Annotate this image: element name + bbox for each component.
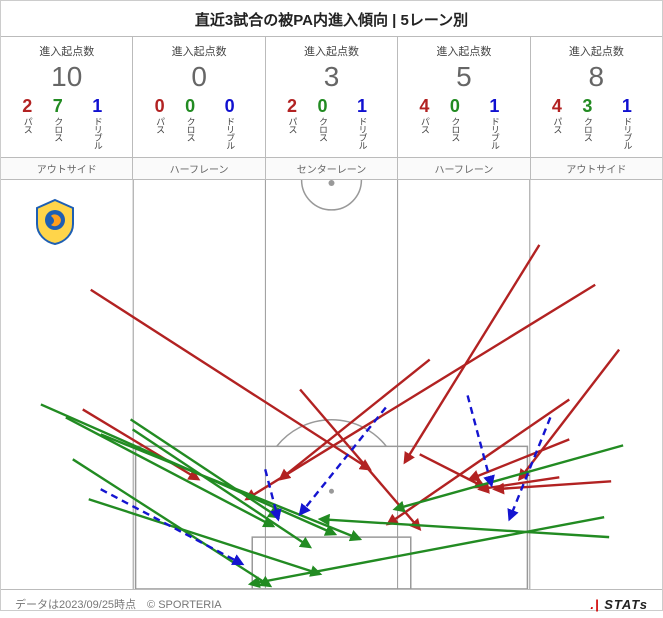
lane-total: 10 [1, 59, 132, 95]
pass-count: 2 [22, 97, 32, 115]
lane-total: 5 [398, 59, 529, 95]
lane-total: 3 [266, 59, 397, 95]
dribble-count: 1 [489, 97, 499, 115]
dribble-label: ドリブル [622, 117, 631, 149]
lane-label: アウトサイド [1, 158, 133, 179]
lane-caption: 進入起点数 [133, 43, 264, 59]
brand-dot: .| [590, 597, 599, 612]
cross-count: 0 [450, 97, 460, 115]
cross-label: クロス [450, 117, 459, 141]
lane-caption: 進入起点数 [531, 43, 662, 59]
pass-label: パス [288, 117, 297, 133]
dribble-count: 1 [622, 97, 632, 115]
pitch-area [1, 180, 662, 590]
pass-label: パス [552, 117, 561, 133]
dribble-label: ドリブル [358, 117, 367, 149]
lane-caption: 進入起点数 [1, 43, 132, 59]
lane-caption: 進入起点数 [398, 43, 529, 59]
lane-split: 2 パス 0 クロス 1 ドリブル [266, 97, 397, 149]
dribble-count: 0 [225, 97, 235, 115]
pass-count: 0 [155, 97, 165, 115]
lane-split: 2 パス 7 クロス 1 ドリブル [1, 97, 132, 149]
pass-count: 4 [419, 97, 429, 115]
brand-text: STATs [600, 597, 648, 612]
club-badge-icon [31, 198, 79, 246]
cross-count: 3 [582, 97, 592, 115]
lane-split: 4 パス 3 クロス 1 ドリブル [531, 97, 662, 149]
cross-label: クロス [53, 117, 62, 141]
chart-title: 直近3試合の被PA内進入傾向 | 5レーン別 [1, 1, 662, 36]
cross-count: 7 [53, 97, 63, 115]
pass-label: パス [420, 117, 429, 133]
figure-container: 直近3試合の被PA内進入傾向 | 5レーン別 進入起点数 10 2パス 7クロス… [0, 0, 663, 611]
figure-footer: データは2023/09/25時点 © SPORTERIA .| STATs [1, 590, 662, 618]
lane-split: 0 パス 0 クロス 0 ドリブル [133, 97, 264, 149]
pass-label: パス [23, 117, 32, 133]
lane-label: ハーフレーン [133, 158, 265, 179]
lane-total: 8 [531, 59, 662, 95]
dribble-label: ドリブル [93, 117, 102, 149]
cross-count: 0 [185, 97, 195, 115]
lane-labels-row: アウトサイド ハーフレーン センターレーン ハーフレーン アウトサイド [1, 157, 662, 180]
cross-count: 0 [318, 97, 328, 115]
lane-stat: 進入起点数 10 2 パス 7 クロス 1 ドリブル [1, 37, 133, 157]
pass-label: パス [155, 117, 164, 133]
lane-caption: 進入起点数 [266, 43, 397, 59]
lane-split: 4 パス 0 クロス 1 ドリブル [398, 97, 529, 149]
dribble-label: ドリブル [490, 117, 499, 149]
lane-stat: 進入起点数 8 4 パス 3 クロス 1 ドリブル [531, 37, 662, 157]
footer-credit: データは2023/09/25時点 © SPORTERIA [15, 596, 222, 612]
lane-stat: 進入起点数 5 4 パス 0 クロス 1 ドリブル [398, 37, 530, 157]
dribble-label: ドリブル [225, 117, 234, 149]
pitch-svg [1, 180, 662, 589]
pass-count: 4 [552, 97, 562, 115]
lane-label: ハーフレーン [398, 158, 530, 179]
lane-stat: 進入起点数 0 0 パス 0 クロス 0 ドリブル [133, 37, 265, 157]
dribble-count: 1 [92, 97, 102, 115]
lane-label: アウトサイド [531, 158, 662, 179]
lane-total: 0 [133, 59, 264, 95]
lane-stats-row: 進入起点数 10 2パス 7クロス 1ドリブル 進入起点数 0 0パス 0クロス… [1, 36, 662, 157]
cross-label: クロス [186, 117, 195, 141]
lane-stat: 進入起点数 3 2 パス 0 クロス 1 ドリブル [266, 37, 398, 157]
cross-label: クロス [318, 117, 327, 141]
brand-logo: .| STATs [590, 597, 648, 612]
cross-label: クロス [583, 117, 592, 141]
dribble-count: 1 [357, 97, 367, 115]
pass-count: 2 [287, 97, 297, 115]
lane-label: センターレーン [266, 158, 398, 179]
